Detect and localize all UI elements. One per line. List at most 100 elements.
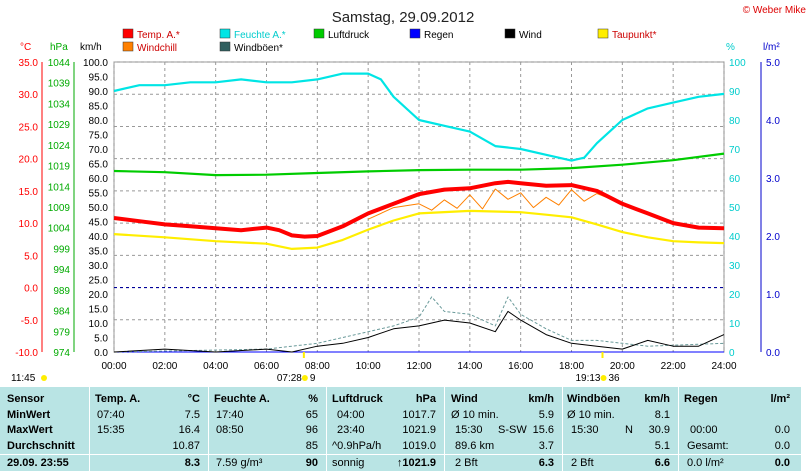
boeen-now: 6.6	[654, 457, 670, 469]
header-regen-unit: l/m²	[770, 393, 790, 405]
chart-series	[113, 72, 725, 353]
celsius-tick-label: 15.0	[19, 187, 39, 198]
kmh-tick-label: 100.0	[83, 58, 108, 69]
sun-marker-dot	[600, 375, 607, 381]
feuchte-min-time: 17:40	[216, 409, 244, 421]
chart-axes: 35.0 30.0 25.0 20.0 15.0 10.0 5.0 0.0 -5.0 -10.0 1…	[15, 58, 780, 372]
percent-tick-label: 60	[729, 174, 741, 185]
series-line	[113, 179, 725, 239]
axis-header-percent: %	[726, 42, 735, 53]
percent-tick-label: 0	[729, 348, 735, 359]
x-tick-label: 20:00	[610, 361, 635, 372]
series-line	[113, 310, 725, 353]
hpa-tick-label: 1014	[48, 182, 71, 193]
boeen-bft: 2 Bft	[571, 457, 594, 469]
wind-min: 5.9	[538, 409, 554, 421]
percent-tick-label: 80	[729, 116, 741, 127]
temp-avg: 10.87	[172, 440, 200, 452]
percent-tick-label: 30	[729, 261, 741, 272]
celsius-tick-label: 30.0	[19, 90, 39, 101]
regen-max: 0.0	[774, 424, 790, 436]
hpa-tick-label: 1009	[48, 203, 71, 214]
lm2-tick-label: 3.0	[766, 174, 780, 185]
legend-label: Wind	[519, 30, 542, 41]
temp-min-time: 07:40	[97, 409, 125, 421]
celsius-tick-label: 10.0	[19, 219, 39, 230]
boeen-min-label: Ø 10 min.	[567, 409, 615, 421]
legend-label: Regen	[424, 30, 453, 41]
lm2-tick-label: 0.0	[766, 348, 780, 359]
header-boeen-unit: km/h	[644, 393, 670, 405]
druck-forecast: sonnig	[332, 457, 365, 469]
hpa-tick-label: 1034	[48, 99, 71, 110]
header-boeen: Windböen	[567, 393, 621, 405]
legend-swatch	[504, 28, 516, 39]
druck-min: 1017.7	[402, 409, 436, 421]
sun-marker-time: 07:28	[277, 373, 302, 384]
wind-min-label: Ø 10 min.	[451, 409, 499, 421]
celsius-tick-label: 35.0	[19, 58, 39, 69]
hpa-tick-label: 974	[53, 348, 70, 359]
series-line	[113, 296, 725, 353]
legend-swatch	[597, 28, 609, 39]
feuchte-max: 96	[305, 424, 318, 436]
legend-label: Luftdruck	[328, 30, 370, 41]
legend-label: Feuchte A.*	[234, 30, 286, 41]
legend-swatch	[122, 41, 134, 52]
kmh-tick-label: 85.0	[89, 102, 109, 113]
legend-swatch	[219, 41, 231, 52]
hpa-tick-label: 1004	[48, 224, 71, 235]
x-tick-label: 24:00	[711, 361, 736, 372]
regen-today: 0.0 l/m²	[687, 457, 724, 469]
druck-min-time: 04:00	[337, 409, 365, 421]
wind-max-time: 15:30	[455, 424, 483, 436]
corner-time: 11:45	[11, 373, 36, 384]
feuchte-max-time: 08:50	[216, 424, 244, 436]
axis-header-kmh: km/h	[80, 42, 102, 53]
row-label-max: MaxWert	[7, 424, 53, 436]
kmh-tick-label: 40.0	[89, 232, 109, 243]
feuchte-now: 90	[305, 457, 318, 469]
regen-total: 0.0	[774, 440, 790, 452]
x-tick-label: 00:00	[101, 361, 126, 372]
kmh-tick-label: 60.0	[89, 174, 109, 185]
x-tick-label: 02:00	[152, 361, 177, 372]
hpa-tick-label: 984	[53, 307, 70, 318]
boeen-max-time: 15:30	[571, 424, 599, 436]
druck-now: ↑1021.9	[396, 457, 436, 469]
x-tick-label: 12:00	[406, 361, 431, 372]
kmh-tick-label: 70.0	[89, 145, 109, 156]
kmh-tick-label: 65.0	[89, 160, 109, 171]
x-tick-label: 18:00	[559, 361, 584, 372]
kmh-tick-label: 10.0	[89, 319, 109, 330]
kmh-tick-label: 75.0	[89, 131, 109, 142]
druck-max: 1021.9	[402, 424, 436, 436]
hpa-tick-label: 1019	[48, 162, 71, 173]
druck-trend: ^0.9hPa/h	[332, 440, 382, 452]
legend-label: Temp. A.*	[137, 30, 180, 41]
wind-bft: 2 Bft	[455, 457, 478, 469]
header-temp-unit: °C	[187, 393, 200, 405]
sun-marker-value: 9	[310, 373, 316, 384]
kmh-tick-label: 5.0	[94, 334, 108, 345]
chart-legend: Temp. A.* Feuchte A.* Luftdruck Regen Wind Ta…	[122, 28, 657, 54]
wind-now: 6.3	[538, 457, 554, 469]
percent-tick-label: 100	[729, 58, 746, 69]
series-line	[367, 188, 623, 220]
legend-label: Taupunkt*	[612, 30, 657, 41]
boeen-avg: 5.1	[654, 440, 670, 452]
legend-swatch	[313, 28, 325, 39]
kmh-tick-label: 0.0	[94, 348, 108, 359]
hpa-tick-label: 979	[53, 327, 70, 338]
feuchte-min: 65	[305, 409, 318, 421]
celsius-tick-label: 5.0	[24, 251, 38, 262]
legend-label: Windböen*	[234, 43, 283, 54]
sun-marker-dot	[301, 375, 308, 381]
x-tick-label: 08:00	[305, 361, 330, 372]
header-wind-unit: km/h	[528, 393, 554, 405]
percent-tick-label: 90	[729, 87, 741, 98]
hpa-tick-label: 1024	[48, 141, 71, 152]
x-tick-label: 16:00	[508, 361, 533, 372]
legend-label: Windchill	[137, 43, 177, 54]
boeen-max-dir: N	[625, 424, 633, 436]
